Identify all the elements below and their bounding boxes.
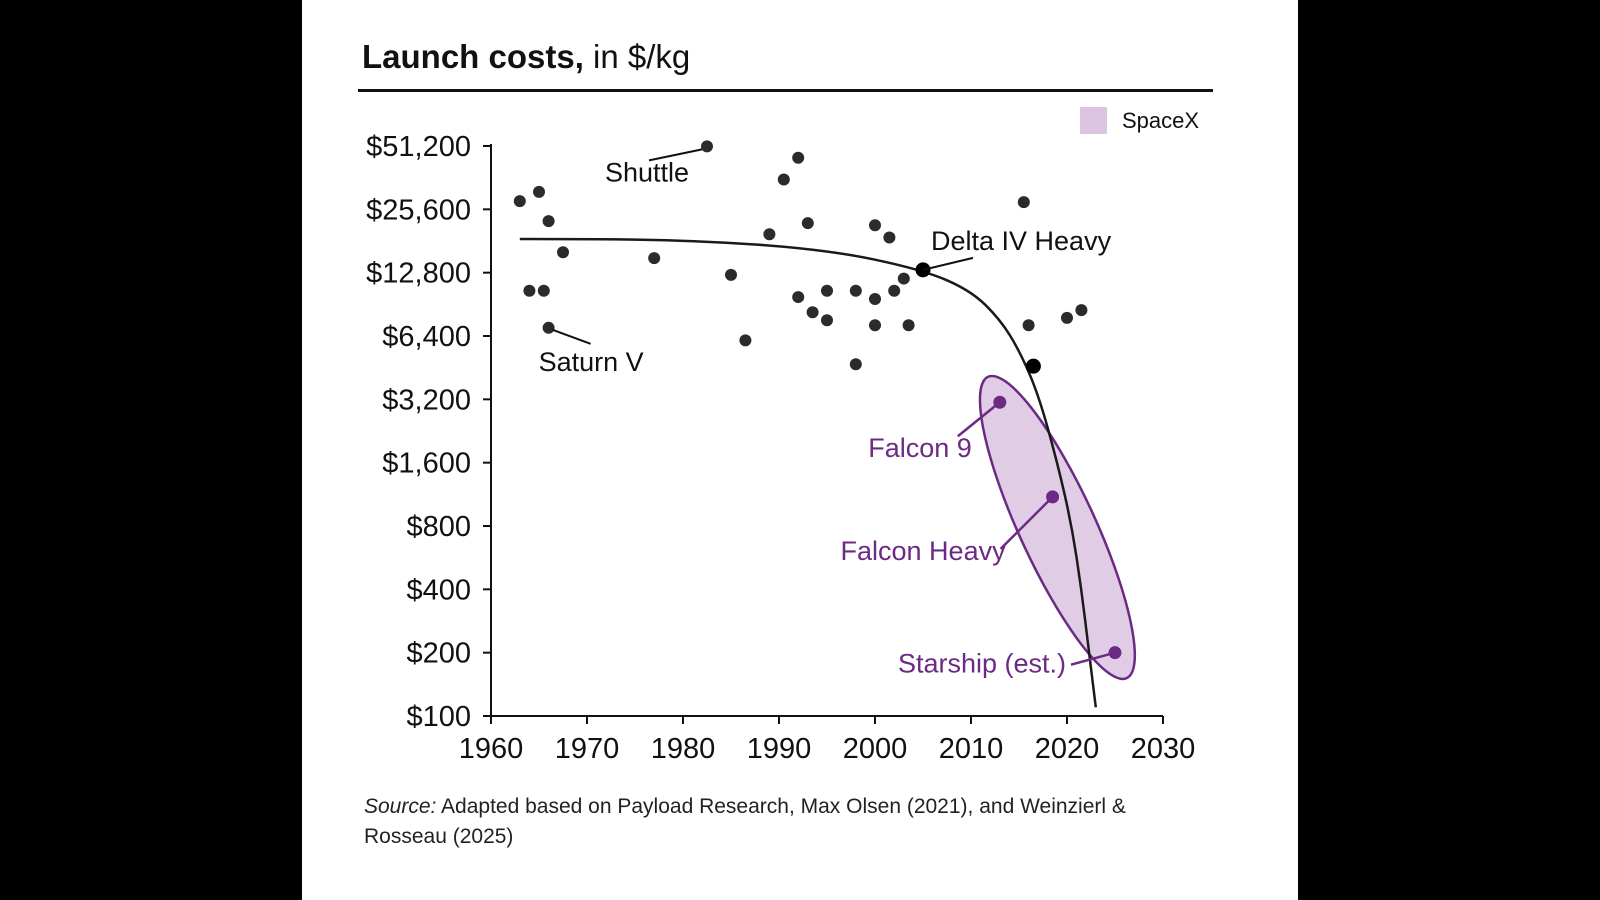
label-falcon-9: Falcon 9 [868, 433, 972, 463]
data-point [537, 284, 550, 297]
data-points [513, 140, 1122, 660]
x-tick-label: 1970 [555, 733, 620, 765]
data-point [557, 246, 569, 259]
data-point [777, 173, 790, 186]
data-point [869, 319, 881, 332]
chart-title-bold: Launch costs, [362, 38, 584, 75]
y-tick-label: $6,400 [382, 321, 471, 353]
y-tick-label: $100 [406, 701, 471, 733]
y-tick-label: $12,800 [366, 258, 471, 290]
delta-leader-line [922, 256, 974, 271]
spacex-region [978, 374, 1137, 681]
data-point [739, 334, 752, 347]
x-tick-label: 2000 [843, 733, 908, 765]
trend-line-group [519, 237, 1098, 708]
source-text: Adapted based on Payload Research, Max O… [364, 795, 1126, 848]
data-point [902, 319, 915, 332]
label-starship-est: Starship (est.) [898, 649, 1066, 679]
y-tick-label: $400 [406, 574, 471, 606]
data-point [792, 291, 805, 304]
source-label: Source: [364, 795, 437, 818]
legend-label: SpaceX [1122, 108, 1199, 133]
tick-labels: $100 $200 $400 $800 $1,600 $3,200 $6,400 $12,80… [366, 131, 1195, 765]
annotation-delta-iv-heavy: Delta IV Heavy [931, 226, 1112, 256]
data-point [1075, 304, 1088, 317]
data-point [883, 231, 896, 244]
y-tick-label: $25,600 [366, 194, 471, 226]
data-point [801, 217, 814, 230]
data-point [869, 219, 881, 232]
data-point [542, 215, 555, 228]
data-point [648, 252, 661, 265]
y-tick-label: $3,200 [382, 384, 471, 416]
x-tick-label: 2010 [939, 733, 1004, 765]
annotation-shuttle: Shuttle [605, 157, 689, 187]
data-point [533, 185, 545, 198]
trend-line [519, 237, 1098, 708]
data-point [849, 358, 862, 371]
falcon9-leader-line [957, 401, 1001, 438]
highlight-point [1025, 358, 1041, 374]
chart-title: Launch costs, in $/kg [362, 38, 690, 76]
y-tick-label: $800 [406, 511, 471, 543]
data-point [821, 314, 833, 327]
data-point [763, 228, 776, 241]
spacex-ellipse [978, 374, 1137, 681]
x-tick-label: 2030 [1131, 733, 1196, 765]
shuttle-leader-line [648, 148, 703, 162]
annotations: Shuttle Saturn V Delta IV Heavy Falcon 9 Fal… [539, 148, 1116, 679]
legend-swatch [1080, 107, 1107, 134]
x-tick-label: 2020 [1035, 733, 1100, 765]
chart-panel [302, 0, 1298, 900]
annotation-saturn-v: Saturn V [539, 347, 644, 377]
data-point [888, 284, 901, 297]
y-tick-label: $51,200 [366, 131, 471, 163]
data-point [821, 284, 833, 297]
axes [483, 144, 1164, 724]
y-tick-label: $200 [406, 638, 471, 670]
data-point [869, 292, 881, 305]
x-tick-label: 1980 [651, 733, 716, 765]
label-falcon-heavy: Falcon Heavy [841, 536, 1007, 566]
data-point [725, 268, 737, 281]
data-point [513, 195, 526, 208]
data-point [1022, 319, 1035, 332]
data-point [1061, 311, 1073, 324]
x-tick-label: 1990 [747, 733, 812, 765]
y-tick-label: $1,600 [382, 448, 471, 480]
source-note: Source: Adapted based on Payload Researc… [364, 792, 1204, 852]
saturn-leader-line [552, 328, 591, 345]
chart-title-units: in $/kg [583, 38, 691, 75]
legend: SpaceX [1080, 107, 1199, 134]
data-point [701, 140, 713, 153]
title-rule [358, 89, 1213, 92]
falconheavy-leader-line [999, 496, 1054, 550]
starship-leader-line [1070, 651, 1116, 666]
data-point [897, 272, 910, 285]
data-point [523, 284, 536, 297]
data-point [1017, 196, 1030, 209]
x-tick-label: 1960 [459, 733, 524, 765]
data-point [806, 306, 819, 319]
data-point [792, 151, 805, 164]
data-point [542, 321, 555, 334]
data-point [849, 284, 862, 297]
